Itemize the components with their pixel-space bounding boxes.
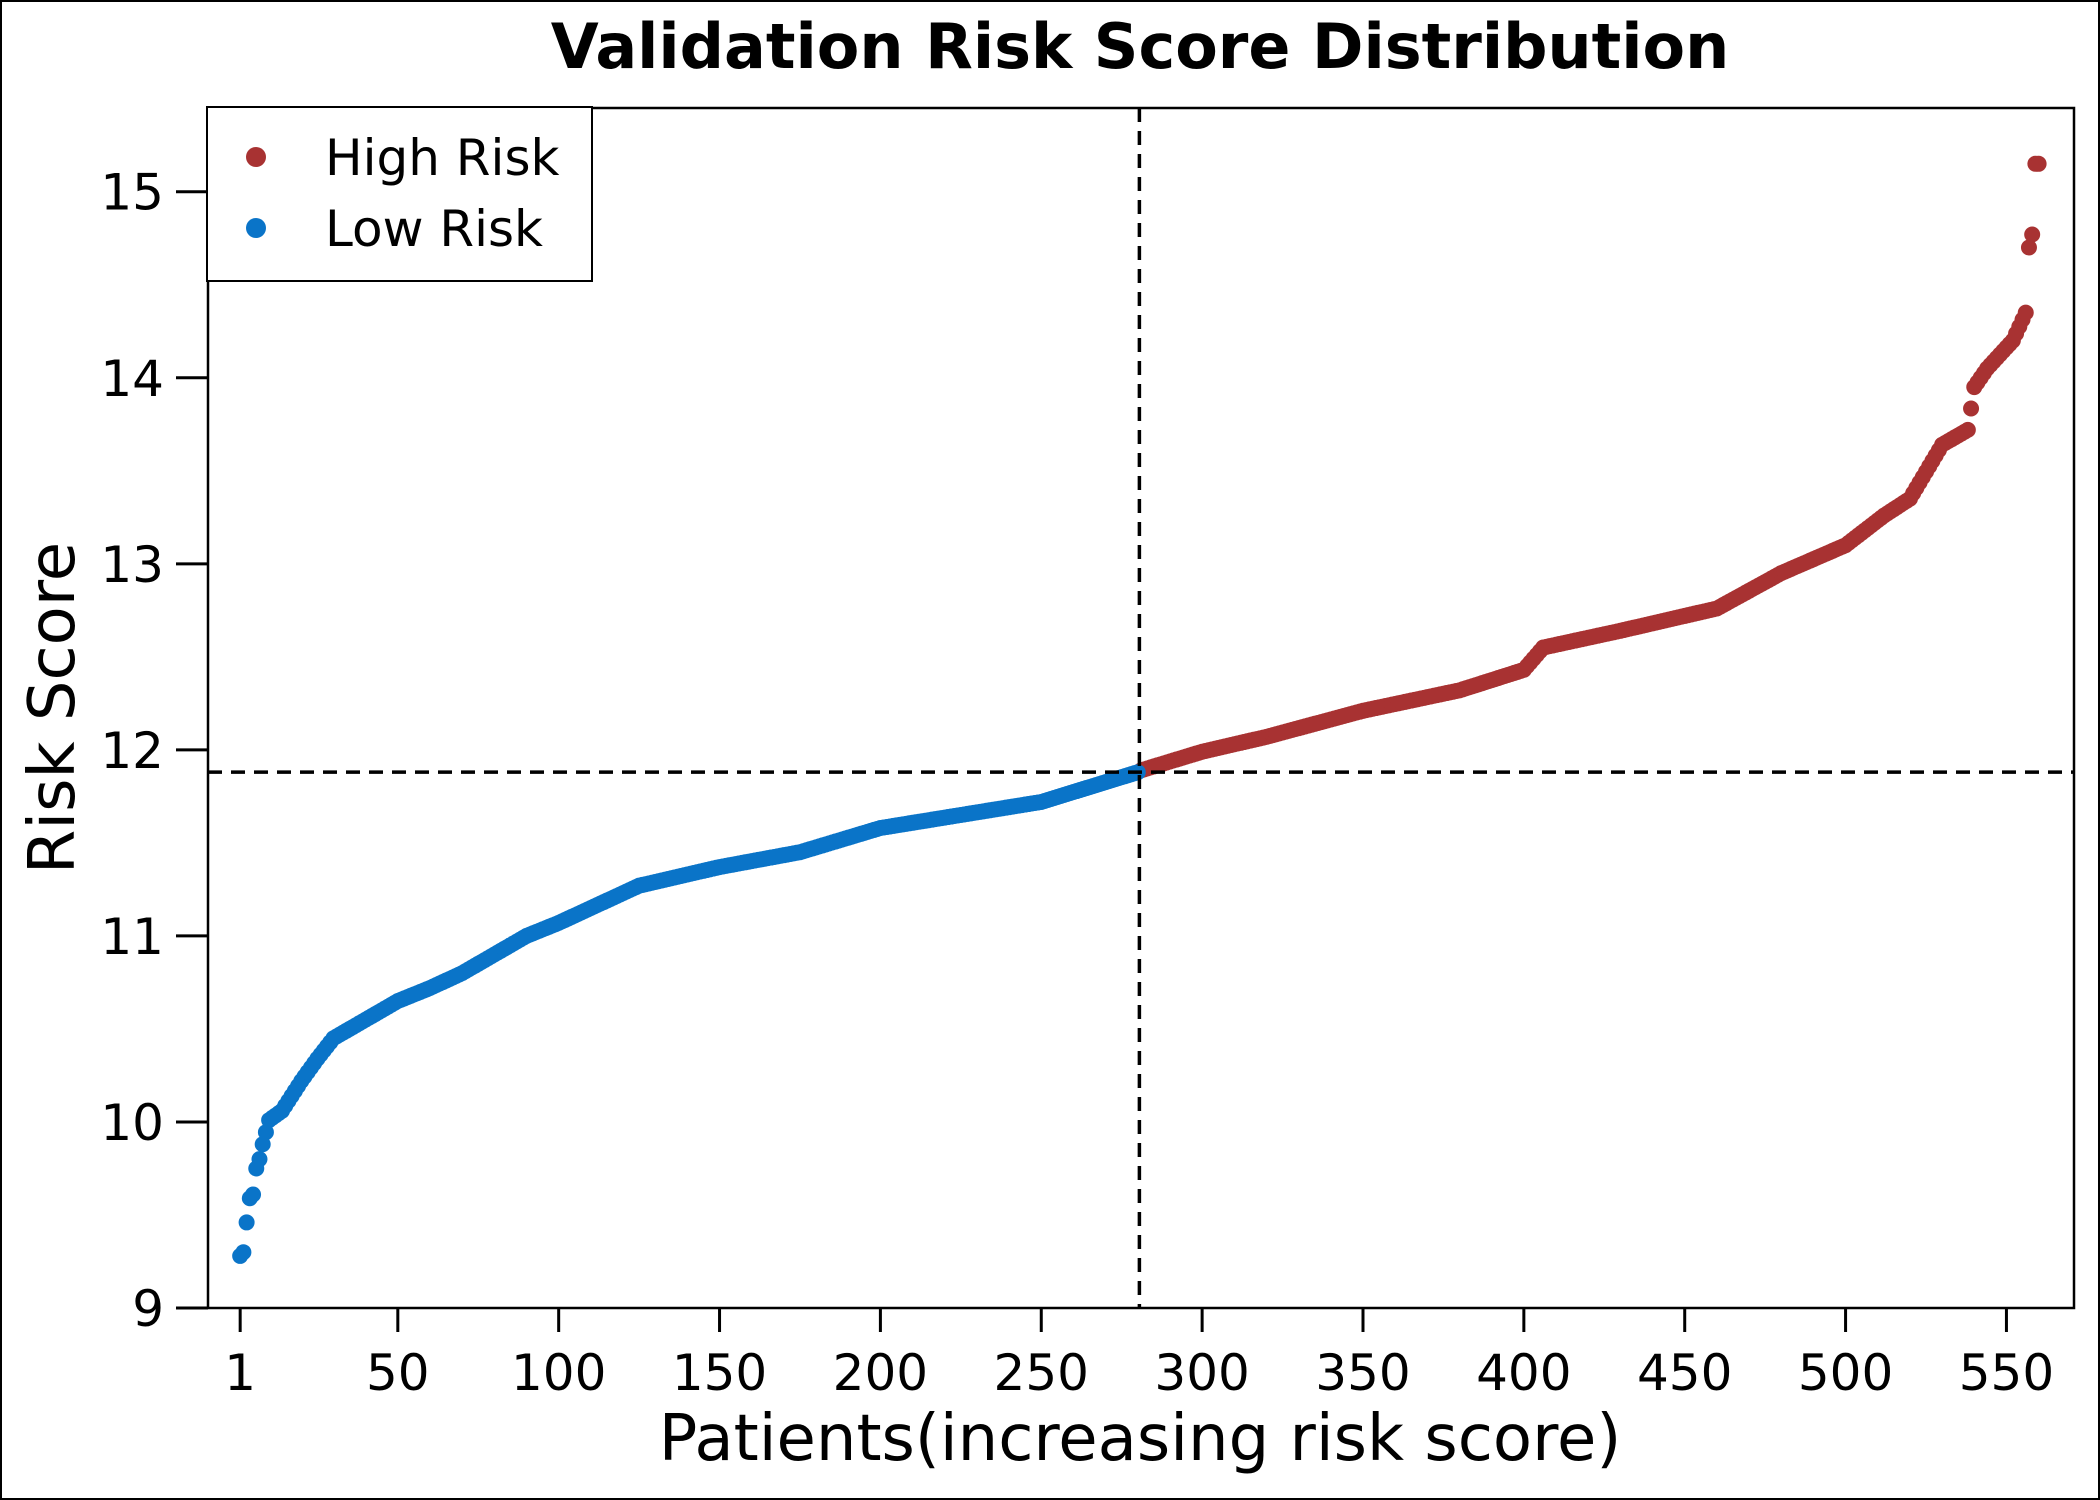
y-tick-label: 10	[100, 1094, 164, 1152]
x-tick-label: 50	[366, 1344, 430, 1402]
x-axis: 1 50 100 150 200 250 300 350 400 450 500 550	[224, 1308, 2054, 1402]
y-tick-label: 9	[132, 1280, 164, 1338]
point-low-risk	[254, 1136, 271, 1153]
point-low-risk	[257, 1124, 274, 1141]
x-tick-label: 400	[1476, 1344, 1571, 1402]
x-tick-label: 200	[833, 1344, 928, 1402]
x-tick-label: 100	[511, 1344, 606, 1402]
legend-marker-high-risk	[246, 147, 266, 167]
plot-area-frame	[206, 106, 2076, 1310]
y-axis: 9 10 11 12 13 14 15	[100, 164, 208, 1338]
y-axis-label: Risk Score	[16, 542, 90, 874]
x-tick-label: 550	[1959, 1344, 2054, 1402]
point-low-risk	[238, 1214, 255, 1231]
y-tick-label: 12	[100, 722, 164, 780]
point-high-risk	[2020, 239, 2037, 256]
legend-label-high-risk: High Risk	[325, 129, 559, 187]
x-tick-label: 150	[672, 1344, 767, 1402]
y-tick-label: 13	[100, 536, 164, 594]
series-low-risk	[232, 764, 1146, 1264]
point-high-risk	[1959, 421, 1976, 438]
point-high-risk	[2024, 226, 2041, 243]
x-tick-label: 1	[224, 1344, 256, 1402]
point-high-risk	[2017, 304, 2034, 321]
y-tick-label: 14	[100, 350, 164, 408]
legend-frame	[206, 106, 593, 282]
point-high-risk	[1963, 400, 1980, 417]
x-tick-label: 300	[1154, 1344, 1249, 1402]
points-layer	[232, 155, 2047, 1264]
y-tick-label: 15	[100, 164, 164, 222]
point-high-risk	[2030, 155, 2047, 172]
x-tick-label: 350	[1315, 1344, 1410, 1402]
x-axis-label: Patients(increasing risk score)	[659, 1402, 1622, 1476]
point-low-risk	[235, 1244, 252, 1261]
point-low-risk	[245, 1186, 262, 1203]
x-tick-label: 450	[1637, 1344, 1732, 1402]
reference-lines	[208, 108, 2074, 1308]
legend: High Risk Low Risk	[206, 106, 593, 282]
point-low-risk	[251, 1151, 268, 1168]
x-tick-label: 250	[994, 1344, 1089, 1402]
x-tick-label: 500	[1798, 1344, 1893, 1402]
y-tick-label: 11	[100, 908, 164, 966]
legend-marker-low-risk	[246, 218, 266, 238]
series-high-risk	[1133, 155, 2047, 779]
chart-title: Validation Risk Score Distribution	[551, 10, 1730, 83]
legend-label-low-risk: Low Risk	[325, 200, 543, 258]
